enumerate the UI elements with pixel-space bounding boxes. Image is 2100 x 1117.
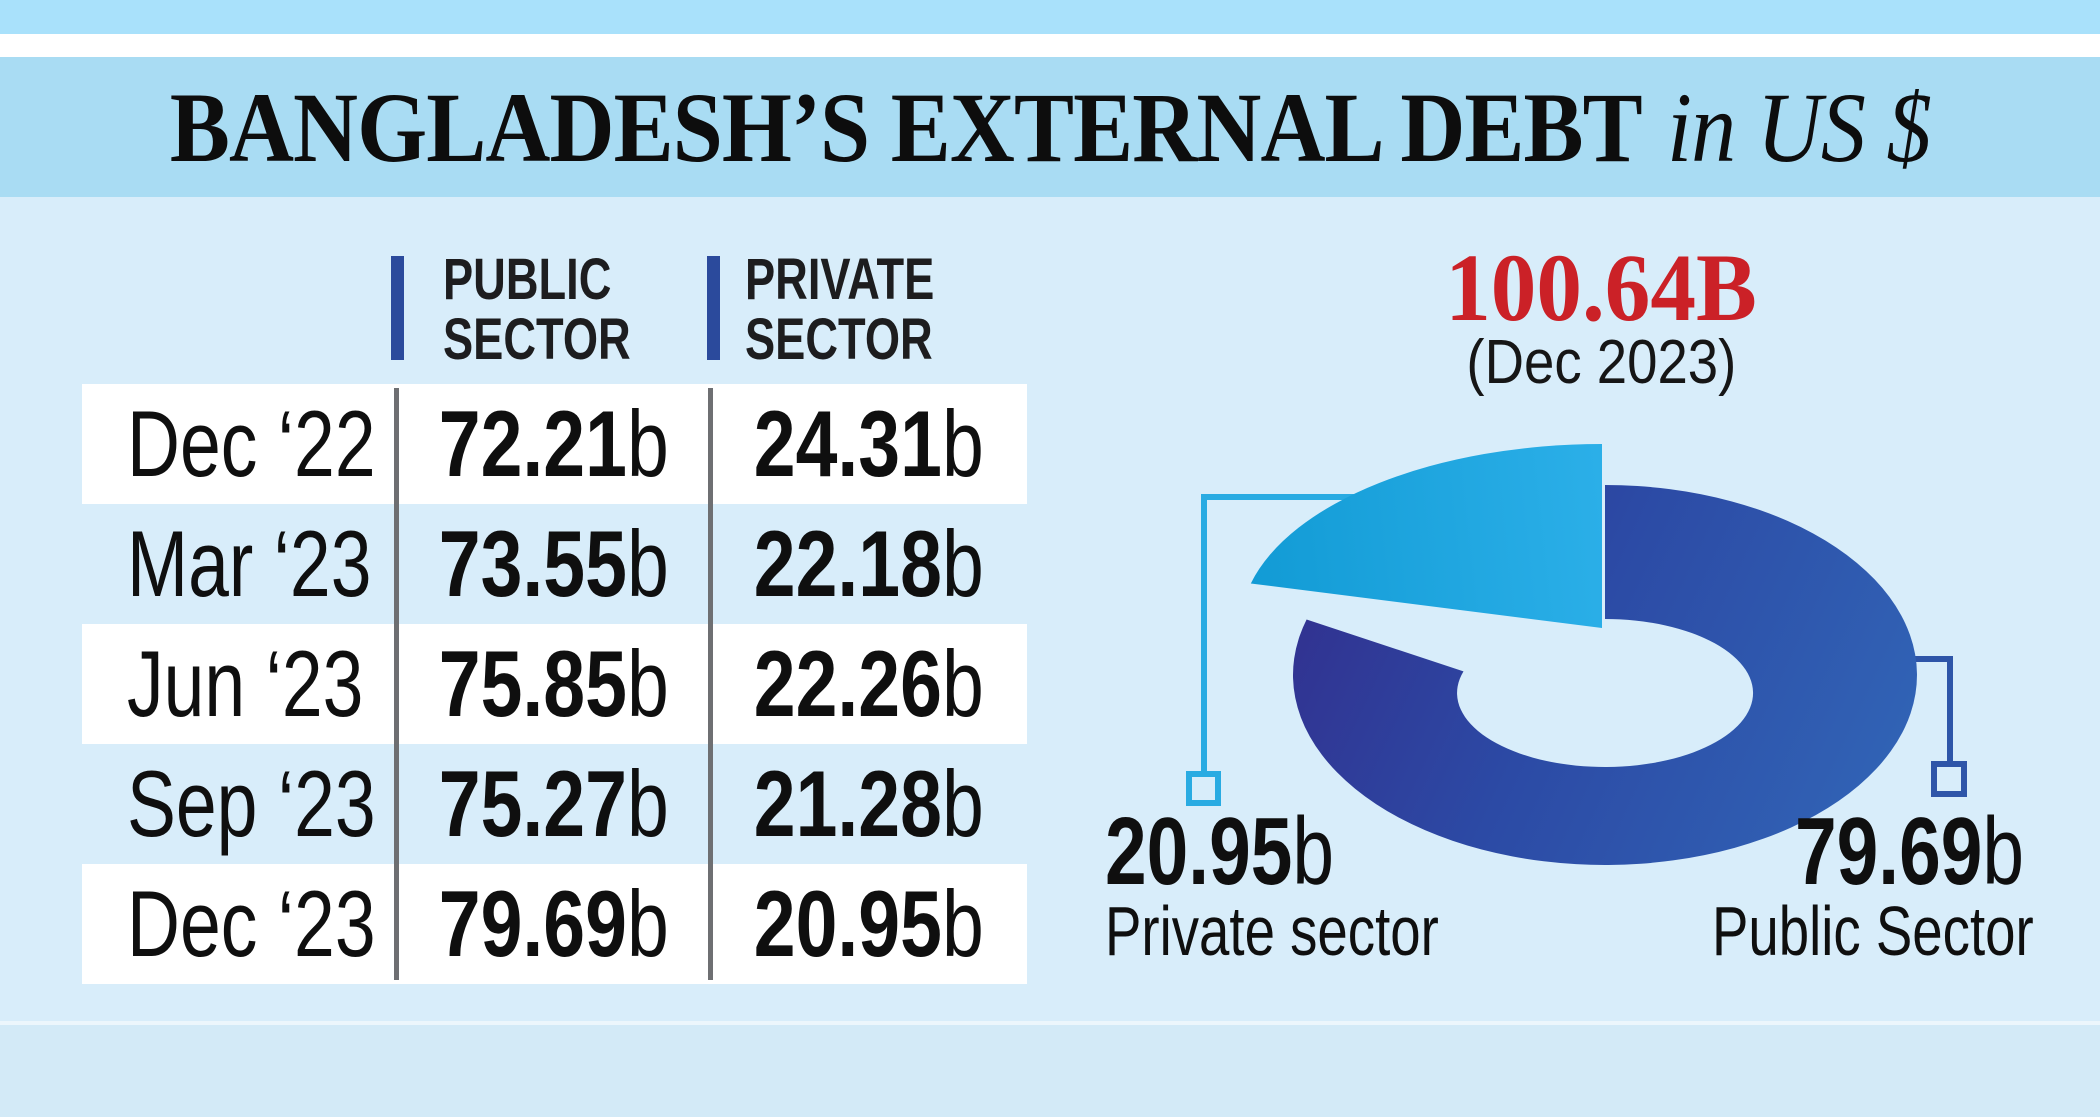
private-callout <box>1186 494 1365 806</box>
private-value: 22.18 <box>753 511 943 616</box>
title-band: BANGLADESH’S EXTERNAL DEBT in US $ <box>0 57 2100 197</box>
value-unit: b <box>942 751 984 856</box>
row-date: Mar ‘23 <box>127 511 372 616</box>
private-header-line1: PRIVATE <box>745 247 935 312</box>
private-header-bar <box>707 256 720 360</box>
bottom-strip <box>0 1025 2100 1117</box>
row-date: Sep ‘23 <box>127 751 376 856</box>
private-value: 22.26 <box>753 631 943 736</box>
public-value: 75.27 <box>438 751 628 856</box>
value-unit: b <box>627 511 669 616</box>
private-header-line2: SECTOR <box>745 307 933 372</box>
private-value-number: 20.95 <box>1105 798 1293 905</box>
table-row: Sep ‘23 75.27b 21.28b <box>0 744 1050 864</box>
private-sector-value: 20.95b <box>1105 804 1399 900</box>
public-sector-label: Public Sector <box>1712 892 2034 970</box>
private-sector-wedge <box>1250 444 1602 628</box>
public-value-unit: b <box>1982 798 2025 905</box>
private-value-unit: b <box>1292 798 1335 905</box>
row-band-1 <box>82 384 1027 504</box>
bottom-divider <box>0 1021 2100 1025</box>
chart-period: (Dec 2023) <box>1301 330 1901 396</box>
public-sector-ring <box>1292 485 1917 865</box>
column-separator-left <box>394 388 399 980</box>
public-callout-square <box>1931 761 1967 797</box>
public-header-line1: PUBLIC <box>443 247 612 312</box>
table-row: Jun ‘23 75.85b 22.26b <box>0 624 1050 744</box>
table-row: Mar ‘23 73.55b 22.18b <box>0 504 1050 624</box>
value-unit: b <box>942 631 984 736</box>
public-sector-value: 79.69b <box>1795 804 2089 900</box>
column-separator-right <box>708 388 713 980</box>
chart-total: 100.64B <box>1301 240 1901 336</box>
chart-total-value: 100.64B <box>1445 234 1757 341</box>
public-header-line2: SECTOR <box>443 307 631 372</box>
value-unit: b <box>942 391 984 496</box>
page-title-main: BANGLADESH’S EXTERNAL DEBT <box>169 71 1643 183</box>
value-unit: b <box>627 391 669 496</box>
private-value: 24.31 <box>753 391 943 496</box>
public-value: 75.85 <box>438 631 628 736</box>
table-row: Dec ‘22 72.21b 24.31b <box>0 384 1050 504</box>
row-date: Jun ‘23 <box>127 631 364 736</box>
public-value-number: 79.69 <box>1795 798 1983 905</box>
public-value: 79.69 <box>438 871 628 976</box>
row-date: Dec ‘23 <box>127 871 376 976</box>
value-unit: b <box>942 871 984 976</box>
value-unit: b <box>627 751 669 856</box>
value-unit: b <box>627 871 669 976</box>
private-value: 20.95 <box>753 871 943 976</box>
page-title: BANGLADESH’S EXTERNAL DEBT in US $ <box>169 70 1932 185</box>
private-sector-label: Private sector <box>1105 892 1439 970</box>
private-value: 21.28 <box>753 751 943 856</box>
top-strip <box>0 0 2100 34</box>
public-header-bar <box>391 256 404 360</box>
row-band-5 <box>82 864 1027 984</box>
white-strip <box>0 34 2100 57</box>
private-header-label: PRIVATE SECTOR <box>745 250 988 370</box>
private-callout-square <box>1186 771 1221 806</box>
row-date: Dec ‘22 <box>127 391 376 496</box>
page-title-suffix: in US $ <box>1666 71 1932 183</box>
row-band-3 <box>82 624 1027 744</box>
chart-period-value: (Dec 2023) <box>1466 328 1736 397</box>
public-value: 72.21 <box>438 391 628 496</box>
value-unit: b <box>627 631 669 736</box>
table-row: Dec ‘23 79.69b 20.95b <box>0 864 1050 984</box>
public-header-label: PUBLIC SECTOR <box>443 250 684 370</box>
value-unit: b <box>942 511 984 616</box>
public-value: 73.55 <box>438 511 628 616</box>
public-callout <box>1905 656 1967 797</box>
